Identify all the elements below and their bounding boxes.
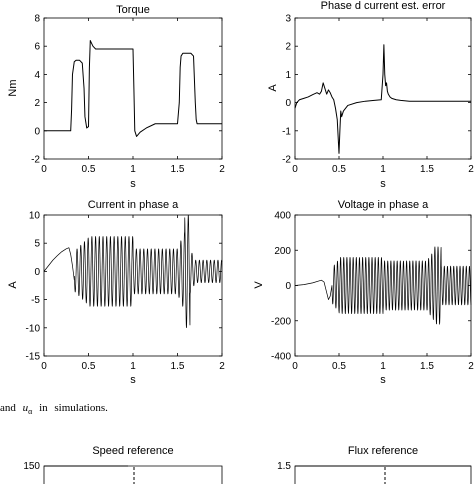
x-tick-label: 0.5 [332, 164, 346, 175]
x-axis-label: s [380, 374, 386, 386]
y-tick-label: 10 [29, 211, 41, 222]
y-tick-label: 1 [285, 70, 291, 81]
phase-d-error-plot: Phase d current est. error s A 0 0.5 1 1.5 2… [267, 0, 474, 190]
y-tick-label: -10 [26, 323, 41, 334]
plot-title: Flux reference [348, 445, 418, 457]
x-tick-label: 1.5 [420, 361, 434, 372]
voltage-phase-a-plot: Voltage in phase a s V 0 0.5 1 1.5 2 -400 -200… [253, 199, 474, 386]
x-tick-label: 0.5 [332, 361, 346, 372]
plot-frame [43, 214, 223, 357]
y-tick-label: 4 [34, 70, 40, 81]
caption-subscript: α [28, 407, 33, 417]
y-tick-label: 0 [34, 267, 40, 278]
x-tick-label: 1 [130, 164, 136, 175]
plot-frame [43, 465, 223, 484]
y-tick-label: 2 [285, 42, 291, 53]
plot-title: Current in phase a [88, 199, 179, 211]
y-tick-label: -200 [271, 316, 291, 327]
y-axis-label: A [267, 84, 279, 92]
x-tick-label: 0 [292, 164, 298, 175]
y-tick-label: 0 [285, 281, 291, 292]
plot-frame [294, 465, 472, 484]
x-tick-label: 1.5 [171, 164, 185, 175]
x-tick-label: 2 [468, 164, 474, 175]
caption-suffix: in simulations. [39, 402, 108, 414]
plot-frame [294, 214, 472, 357]
flux-reference-plot: Flux reference 1.5 [277, 445, 472, 484]
x-axis-label: s [130, 178, 136, 190]
y-axis-label: V [253, 281, 265, 289]
y-tick-label: 1.5 [277, 461, 291, 472]
plot-frame [43, 17, 223, 160]
plot-title: Torque [116, 4, 150, 16]
x-tick-label: 0.5 [82, 164, 96, 175]
plot-title: Voltage in phase a [338, 199, 429, 211]
caption-prefix: and [0, 402, 16, 414]
x-tick-label: 2 [468, 361, 474, 372]
y-tick-label: 2 [34, 98, 40, 109]
series-line [294, 246, 472, 325]
y-tick-label: 400 [274, 211, 291, 222]
x-tick-label: 1.5 [420, 164, 434, 175]
y-tick-label: 200 [274, 246, 291, 257]
y-tick-label: 150 [23, 461, 40, 472]
y-axis-label: A [7, 281, 19, 289]
y-tick-label: 0 [285, 98, 291, 109]
y-tick-label: -5 [31, 295, 40, 306]
x-tick-label: 0 [41, 361, 47, 372]
x-tick-label: 1 [380, 361, 386, 372]
x-tick-label: 0 [292, 361, 298, 372]
y-axis-label: Nm [7, 79, 19, 96]
figure-caption: and uα in simulations. [0, 402, 108, 416]
y-tick-label: -2 [31, 155, 40, 166]
y-tick-label: 5 [34, 239, 40, 250]
y-tick-label: 8 [34, 14, 40, 25]
y-tick-label: -1 [282, 126, 291, 137]
x-tick-label: 1 [130, 361, 136, 372]
plot-frame [294, 17, 472, 160]
x-tick-label: 2 [219, 164, 225, 175]
y-tick-label: 3 [285, 14, 291, 25]
current-phase-a-plot: Current in phase a s A 0 0.5 1 1.5 2 -15 -10 -5… [7, 199, 225, 386]
x-tick-label: 2 [219, 361, 225, 372]
x-tick-label: 1 [380, 164, 386, 175]
series-line [294, 44, 471, 154]
y-tick-label: 6 [34, 42, 40, 53]
y-tick-label: -2 [282, 155, 291, 166]
y-tick-label: 0 [34, 126, 40, 137]
speed-reference-plot: Speed reference 150 [23, 445, 223, 484]
x-axis-label: s [130, 374, 136, 386]
x-axis-label: s [380, 178, 386, 190]
caption-symbol: u [22, 402, 29, 414]
x-tick-label: 1.5 [171, 361, 185, 372]
x-tick-label: 0 [41, 164, 47, 175]
plot-title: Speed reference [92, 445, 173, 457]
y-tick-label: -400 [271, 352, 291, 363]
series-line [43, 214, 223, 329]
x-tick-label: 0.5 [82, 361, 96, 372]
plot-title: Phase d current est. error [321, 0, 446, 12]
y-tick-label: -15 [26, 352, 41, 363]
series-line [44, 40, 222, 137]
